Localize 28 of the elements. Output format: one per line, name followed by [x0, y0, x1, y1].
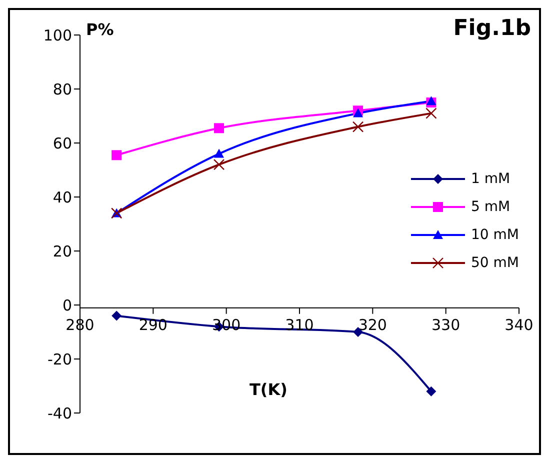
x-axis-title: T(K) — [250, 380, 288, 399]
y-tick-label: 20 — [52, 242, 72, 260]
y-tick-label: -20 — [48, 350, 72, 368]
x-tick-label: 290 — [138, 316, 168, 334]
point — [426, 108, 437, 119]
y-tick-label: 80 — [52, 80, 72, 98]
point — [214, 123, 224, 134]
y-tick-label: 100 — [43, 26, 72, 44]
point — [214, 148, 224, 158]
legend-label: 10 mM — [471, 227, 519, 243]
point — [353, 108, 364, 118]
legend-label: 1 mM — [471, 171, 510, 187]
x-tick-label: 340 — [504, 316, 534, 334]
x-tick-label: 320 — [358, 316, 387, 334]
point — [426, 386, 436, 396]
point — [112, 310, 122, 321]
point — [112, 150, 122, 160]
legend-label: 5 mM — [471, 199, 510, 215]
y-axis-title: P% — [86, 20, 114, 39]
x-tick-label: 330 — [432, 316, 460, 334]
point — [213, 159, 225, 170]
y-tick-label: 60 — [52, 134, 72, 152]
y-tick-label: 40 — [52, 188, 72, 206]
chart-title: Fig.1b — [453, 16, 531, 41]
legend-label: 50 mM — [471, 255, 519, 271]
y-tick-label: 0 — [62, 296, 72, 314]
point — [352, 121, 364, 132]
y-tick-label: -40 — [48, 404, 72, 422]
